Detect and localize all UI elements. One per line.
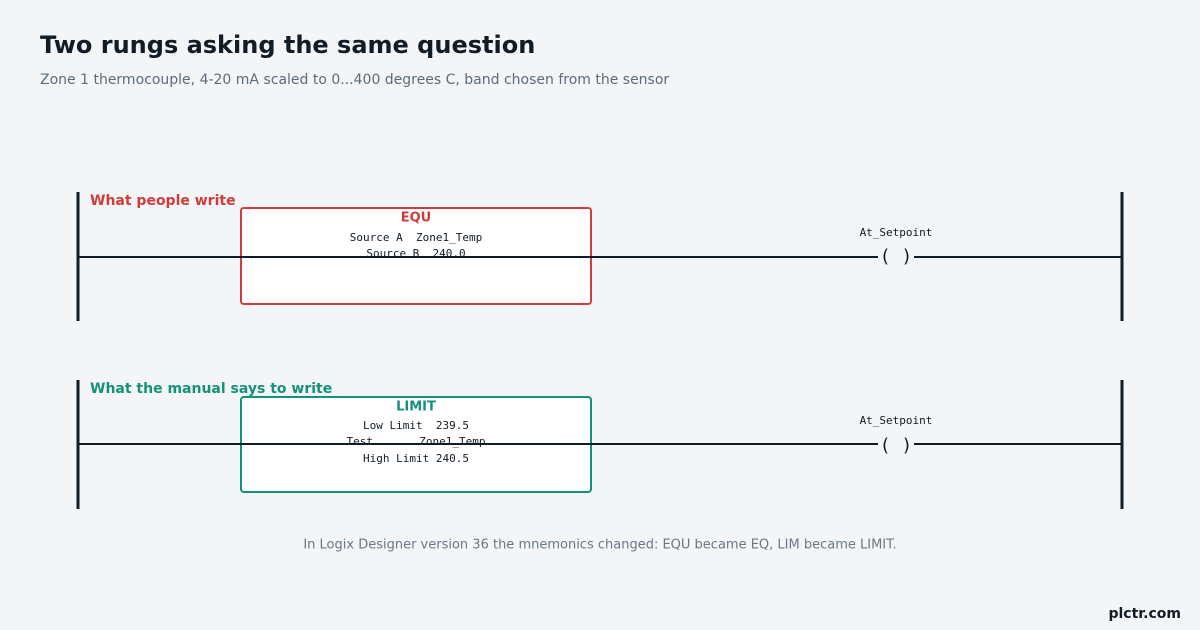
subtitle: Zone 1 thermocouple, 4-20 mA scaled to 0…	[40, 72, 669, 88]
brand: plctr.com	[1108, 606, 1181, 622]
coil-gap	[878, 434, 914, 458]
rung-label: What people write	[90, 193, 236, 209]
instruction: LIMIT	[396, 400, 436, 415]
coil: ( )	[880, 435, 913, 456]
coil-tag: At_Setpoint	[860, 414, 933, 427]
parameter: Test Zone1_Temp	[346, 435, 485, 448]
instruction: EQU	[401, 211, 432, 226]
footnote: In Logix Designer version 36 the mnemoni…	[303, 538, 896, 553]
rung: LIMIT Low Limit 239.5 Test Zone1_Temp Hi…	[76, 380, 1124, 509]
coil-gap	[878, 245, 914, 269]
parameter: High Limit 240.5	[363, 452, 469, 465]
parameter: Source B 240.0	[366, 247, 465, 260]
parameter: Source A Zone1_Temp	[350, 231, 482, 244]
title: Two rungs asking the same question	[40, 31, 535, 59]
coil-tag: At_Setpoint	[860, 226, 933, 239]
rung-label: What the manual says to write	[90, 381, 332, 397]
rung: EQU Source A Zone1_Temp Source B 240.0 W…	[76, 192, 1124, 321]
parameter: Low Limit 239.5	[363, 419, 469, 432]
coil: ( )	[880, 246, 913, 267]
